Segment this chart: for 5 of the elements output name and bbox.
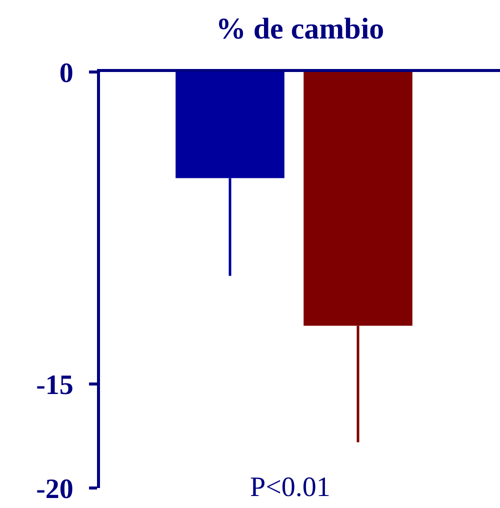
chart-title: % de cambio [216, 12, 384, 46]
y-tick-label: -20 [36, 474, 74, 505]
y-tick-label: 0 [59, 58, 74, 89]
y-tick-label: -15 [36, 370, 74, 401]
annotation: P<0.01 [250, 472, 330, 503]
